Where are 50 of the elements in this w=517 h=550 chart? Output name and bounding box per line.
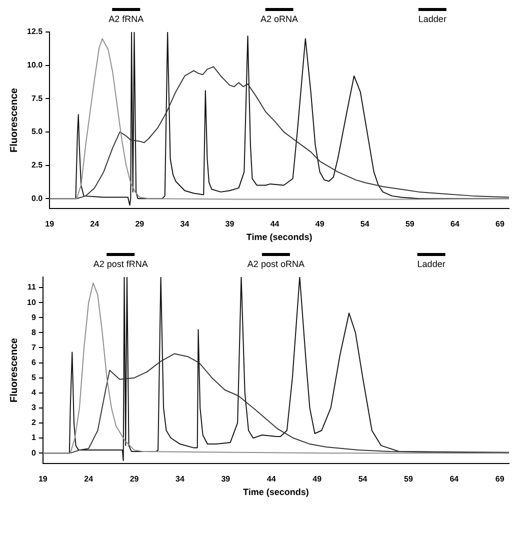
text: A2 post fRNA [93,258,148,269]
x-tick-label: 59 [404,474,414,484]
x-tick-label: 24 [90,220,100,229]
y-tick-label: 11 [27,282,36,292]
x-tick-label: 39 [221,474,231,484]
x-tick-label: 49 [315,220,325,229]
x-tick-label: 59 [405,220,415,229]
y-tick-label: 10.0 [26,60,44,70]
y-tick-label: 0 [31,448,36,458]
text: A2 fRNA [108,14,144,24]
text: Ladder [417,258,446,269]
x-axis-title: Time (seconds) [246,232,312,242]
y-tick-label: 2.5 [31,160,44,170]
x-tick-label: 54 [358,474,368,484]
x-axis-title: Time (seconds) [243,487,309,498]
y-tick-label: 2 [31,418,36,428]
x-tick-label: 29 [135,220,145,229]
y-tick-label: 9 [31,312,36,322]
y-tick-label: 0.0 [31,194,44,203]
x-tick-label: 54 [360,220,370,229]
y-tick-label: 3 [31,403,36,412]
y-tick-label: 5.0 [31,127,44,136]
x-tick-label: 69 [496,220,505,229]
x-tick-label: 64 [450,220,460,229]
text: A2 post oRNA [247,258,304,269]
y-tick-label: 7.5 [31,94,44,103]
y-tick-label: 8 [31,328,36,337]
y-axis-title: Fluorescence [8,338,20,403]
y-axis-title: Fluorescence [8,88,20,153]
text: A2 oRNA [260,14,298,24]
y-tick-label: 1 [31,433,36,442]
y-tick-label: 10 [26,298,36,307]
x-tick-label: 34 [176,474,185,484]
y-tick-label: 5 [31,373,36,382]
x-tick-label: 64 [450,474,460,484]
x-tick-label: 34 [180,220,190,229]
x-tick-label: 19 [38,474,48,484]
x-tick-label: 44 [270,220,280,229]
y-tick-label: 4 [31,388,36,398]
x-tick-label: 49 [312,474,322,484]
y-tick-label: 12.5 [26,27,44,36]
y-tick-label: 7 [31,342,36,352]
x-tick-label: 19 [45,220,55,229]
x-tick-label: 29 [130,474,140,484]
x-tick-label: 44 [266,474,276,484]
x-tick-label: 24 [84,474,94,484]
y-tick-label: 6 [31,358,36,367]
text: Ladder [418,14,446,24]
x-tick-label: 69 [495,474,505,484]
x-tick-label: 39 [225,220,235,229]
